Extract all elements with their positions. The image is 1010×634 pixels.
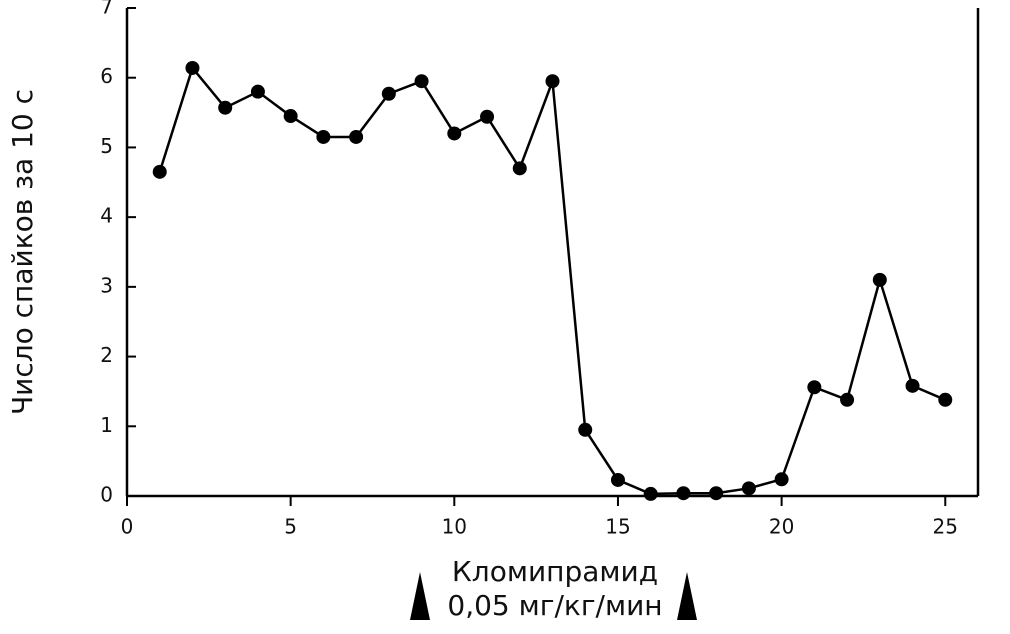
marker: [283, 109, 298, 124]
x-tick-label: 5: [284, 515, 297, 539]
marker: [807, 380, 822, 395]
marker: [676, 486, 691, 501]
marker: [610, 472, 625, 487]
marker: [447, 126, 462, 141]
marker: [872, 272, 887, 287]
marker: [643, 486, 658, 501]
y-tick-label: 1: [100, 413, 113, 437]
marker: [938, 392, 953, 407]
y-tick-label: 4: [100, 204, 113, 228]
y-tick-label: 2: [100, 343, 113, 367]
arrow-marker: [410, 572, 430, 620]
y-tick-label: 0: [100, 483, 113, 507]
marker: [709, 486, 724, 501]
marker: [545, 74, 560, 89]
x-tick-label: 10: [442, 515, 467, 539]
y-tick-label: 3: [100, 273, 113, 297]
y-tick-label: 5: [100, 134, 113, 158]
marker: [414, 74, 429, 89]
marker: [905, 378, 920, 393]
marker: [840, 392, 855, 407]
x-tick-label: 15: [605, 515, 630, 539]
marker: [512, 161, 527, 176]
marker: [741, 481, 756, 496]
marker: [774, 472, 789, 487]
annotation: 0,05 мг/кг/мин: [447, 589, 662, 622]
marker: [316, 129, 331, 144]
arrow-marker: [677, 572, 697, 620]
marker: [381, 86, 396, 101]
marker: [349, 129, 364, 144]
y-tick-label: 6: [100, 64, 113, 88]
x-axis-label: Кломипрамид: [452, 555, 658, 588]
y-tick-label: 7: [100, 0, 113, 19]
x-tick-label: 0: [121, 515, 134, 539]
x-tick-label: 20: [769, 515, 794, 539]
y-axis-label: Число спайков за 10 с: [6, 89, 39, 415]
marker: [480, 109, 495, 124]
marker: [185, 60, 200, 75]
marker: [152, 164, 167, 179]
marker: [250, 84, 265, 99]
x-tick-label: 25: [933, 515, 958, 539]
line: [158, 65, 946, 496]
marker: [218, 100, 233, 115]
marker: [578, 422, 593, 437]
